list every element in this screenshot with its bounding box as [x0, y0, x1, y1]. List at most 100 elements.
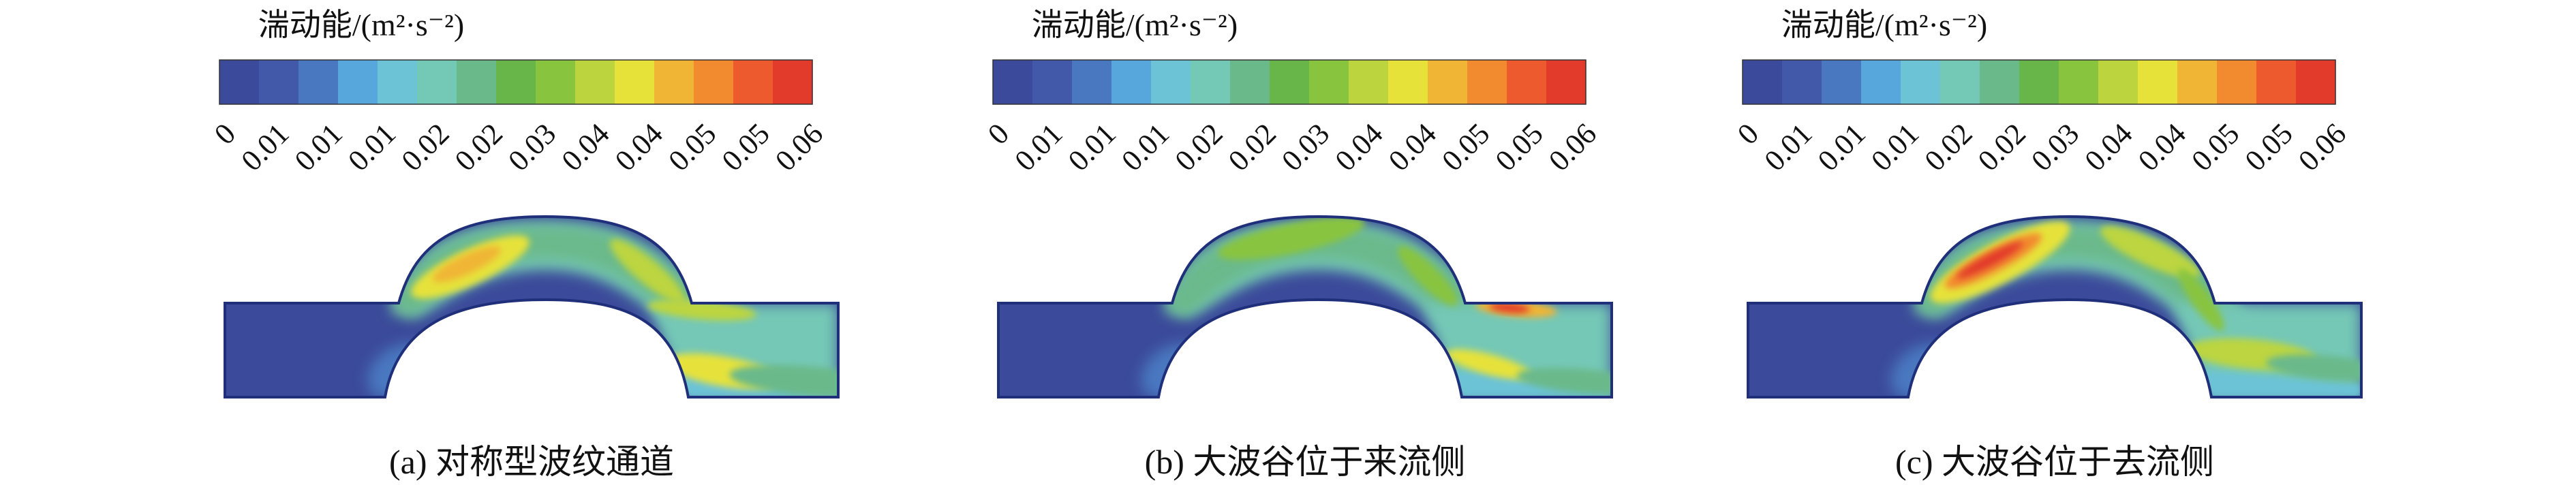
colorbar-tick-label: 0.03	[502, 116, 562, 177]
colorbar-swatch	[2059, 60, 2099, 104]
colorbar-swatch	[2138, 60, 2178, 104]
colorbar-tick-label: 0.04	[2132, 116, 2192, 177]
field-green-lower	[729, 364, 838, 397]
colorbar	[219, 59, 813, 105]
colorbar-swatch	[1546, 60, 1586, 104]
colorbar-swatch	[378, 60, 418, 104]
colorbar-tick-label: 0.01	[288, 116, 349, 177]
colorbar-swatch	[993, 60, 1033, 104]
colorbar-tick-label: 0.02	[1168, 116, 1229, 177]
field-green-lower	[1516, 368, 1612, 395]
panel-caption: (b) 大波谷位于来流侧	[1145, 443, 1466, 481]
panel-caption: (a) 对称型波纹通道	[389, 443, 674, 481]
channel-outline	[1747, 215, 2363, 398]
colorbar-tick-label: 0.02	[395, 116, 455, 177]
colorbar-title: 湍动能/(m²·s⁻²)	[1781, 7, 1987, 42]
colorbar-title: 湍动能/(m²·s⁻²)	[1032, 7, 1238, 42]
colorbar-swatch	[1940, 60, 1980, 104]
colorbar-tick-label: 0.02	[1972, 116, 2032, 177]
colorbar-swatch	[773, 60, 813, 104]
channel-outline	[997, 215, 1613, 398]
colorbar-tick-label: 0.02	[448, 116, 509, 177]
colorbar-tick-label: 0.02	[1222, 116, 1283, 177]
panel-outflow: 湍动能/(m²·s⁻²) 00.010.010.010.020.020.030.…	[1731, 7, 2363, 481]
colorbar-swatch	[1151, 60, 1191, 104]
colorbar-swatch	[1782, 60, 1822, 104]
field-green-descent	[1398, 246, 1458, 306]
panel-caption: (c) 大波谷位于去流侧	[1895, 443, 2214, 481]
colorbar-tick-label: 0.02	[1918, 116, 1978, 177]
colorbar-swatch	[1428, 60, 1468, 104]
colorbar-tick-label: 0.05	[2185, 116, 2245, 177]
panel-inflow: 湍动能/(m²·s⁻²) 00.010.010.010.020.020.030.…	[981, 7, 1613, 481]
colorbar-swatch	[298, 60, 339, 104]
colorbar-tick-label: 0.04	[2079, 116, 2139, 177]
colorbar-swatch	[2019, 60, 2059, 104]
contour-plot	[998, 217, 1612, 397]
colorbar-swatch	[1743, 60, 1783, 104]
colorbar-swatch	[733, 60, 773, 104]
field-green-lower	[2266, 354, 2361, 381]
colorbar-tick-label: 0.01	[1811, 116, 1872, 177]
colorbar-tick-label: 0.01	[1062, 116, 1122, 177]
field-red-peak	[1957, 241, 2023, 279]
contour-plot	[225, 217, 838, 397]
colorbar-frame	[219, 59, 813, 105]
colorbar-tick-label: 0.03	[2025, 116, 2085, 177]
colorbar-tick-label: 0	[1731, 116, 1765, 151]
colorbar-swatch	[2296, 60, 2336, 104]
colorbar-tick-label: 0.01	[1115, 116, 1176, 177]
colorbar-tick-label: 0.04	[555, 116, 616, 177]
colorbar-swatch	[654, 60, 694, 104]
colorbar-frame	[992, 59, 1586, 105]
colorbar-swatch	[1270, 60, 1310, 104]
colorbar-swatch	[2177, 60, 2218, 104]
colorbar-tick-label: 0	[208, 116, 242, 151]
colorbar-tick-labels: 00.010.010.010.020.020.030.040.040.050.0…	[981, 116, 1603, 177]
colorbar-swatch	[2098, 60, 2138, 104]
colorbar-tick-label: 0.04	[1329, 116, 1390, 177]
panel-symmetric: 湍动能/(m²·s⁻²) 00.010.010.010.020.020.030.…	[208, 7, 840, 481]
colorbar-tick-label: 0.06	[2292, 116, 2352, 177]
field-green-descent	[2178, 268, 2224, 331]
field-yellowgreen	[610, 238, 685, 304]
colorbar-swatch	[1230, 60, 1270, 104]
field-red-upper	[1489, 302, 1530, 313]
colorbar-swatch	[1822, 60, 1862, 104]
colorbar-tick-label: 0.01	[341, 116, 402, 177]
colorbar	[1742, 59, 2336, 105]
colorbar-swatch	[338, 60, 378, 104]
colorbar-tick-label: 0.05	[1435, 116, 1496, 177]
colorbar-swatch	[417, 60, 457, 104]
colorbar-tick-labels: 00.010.010.010.020.020.030.040.040.050.0…	[1731, 116, 2352, 177]
colorbar-tick-label: 0.05	[662, 116, 722, 177]
colorbar-swatch	[2256, 60, 2297, 104]
field-orange-peak	[432, 246, 502, 283]
colorbar-tick-label: 0.04	[609, 116, 669, 177]
contour-plot	[1748, 217, 2361, 397]
colorbar-swatch	[1072, 60, 1112, 104]
colorbar-tick-label: 0.05	[716, 116, 776, 177]
colorbar-tick-label: 0.01	[1008, 116, 1069, 177]
colorbar-swatch	[1861, 60, 1901, 104]
colorbar-swatch	[1111, 60, 1152, 104]
colorbar-tick-label: 0.01	[234, 116, 295, 177]
colorbar	[992, 59, 1586, 105]
colorbar-swatch	[536, 60, 576, 104]
colorbar-tick-label: 0.01	[1865, 116, 1925, 177]
colorbar-tick-label: 0	[981, 116, 1015, 151]
colorbar-swatch	[1388, 60, 1428, 104]
colorbar-swatch	[575, 60, 615, 104]
colorbar-swatch	[1032, 60, 1073, 104]
colorbar-swatch	[1901, 60, 1941, 104]
colorbar-swatch	[1980, 60, 2020, 104]
colorbar-tick-label: 0.01	[1758, 116, 1818, 177]
colorbar-swatch	[219, 60, 260, 104]
field-cyan-downstream	[2198, 370, 2361, 397]
colorbar-frame	[1742, 59, 2336, 105]
colorbar-swatch	[1309, 60, 1349, 104]
colorbar-tick-label: 0.06	[769, 116, 829, 177]
colorbar-tick-label: 0.05	[2239, 116, 2299, 177]
field-green-peak	[1218, 217, 1365, 260]
